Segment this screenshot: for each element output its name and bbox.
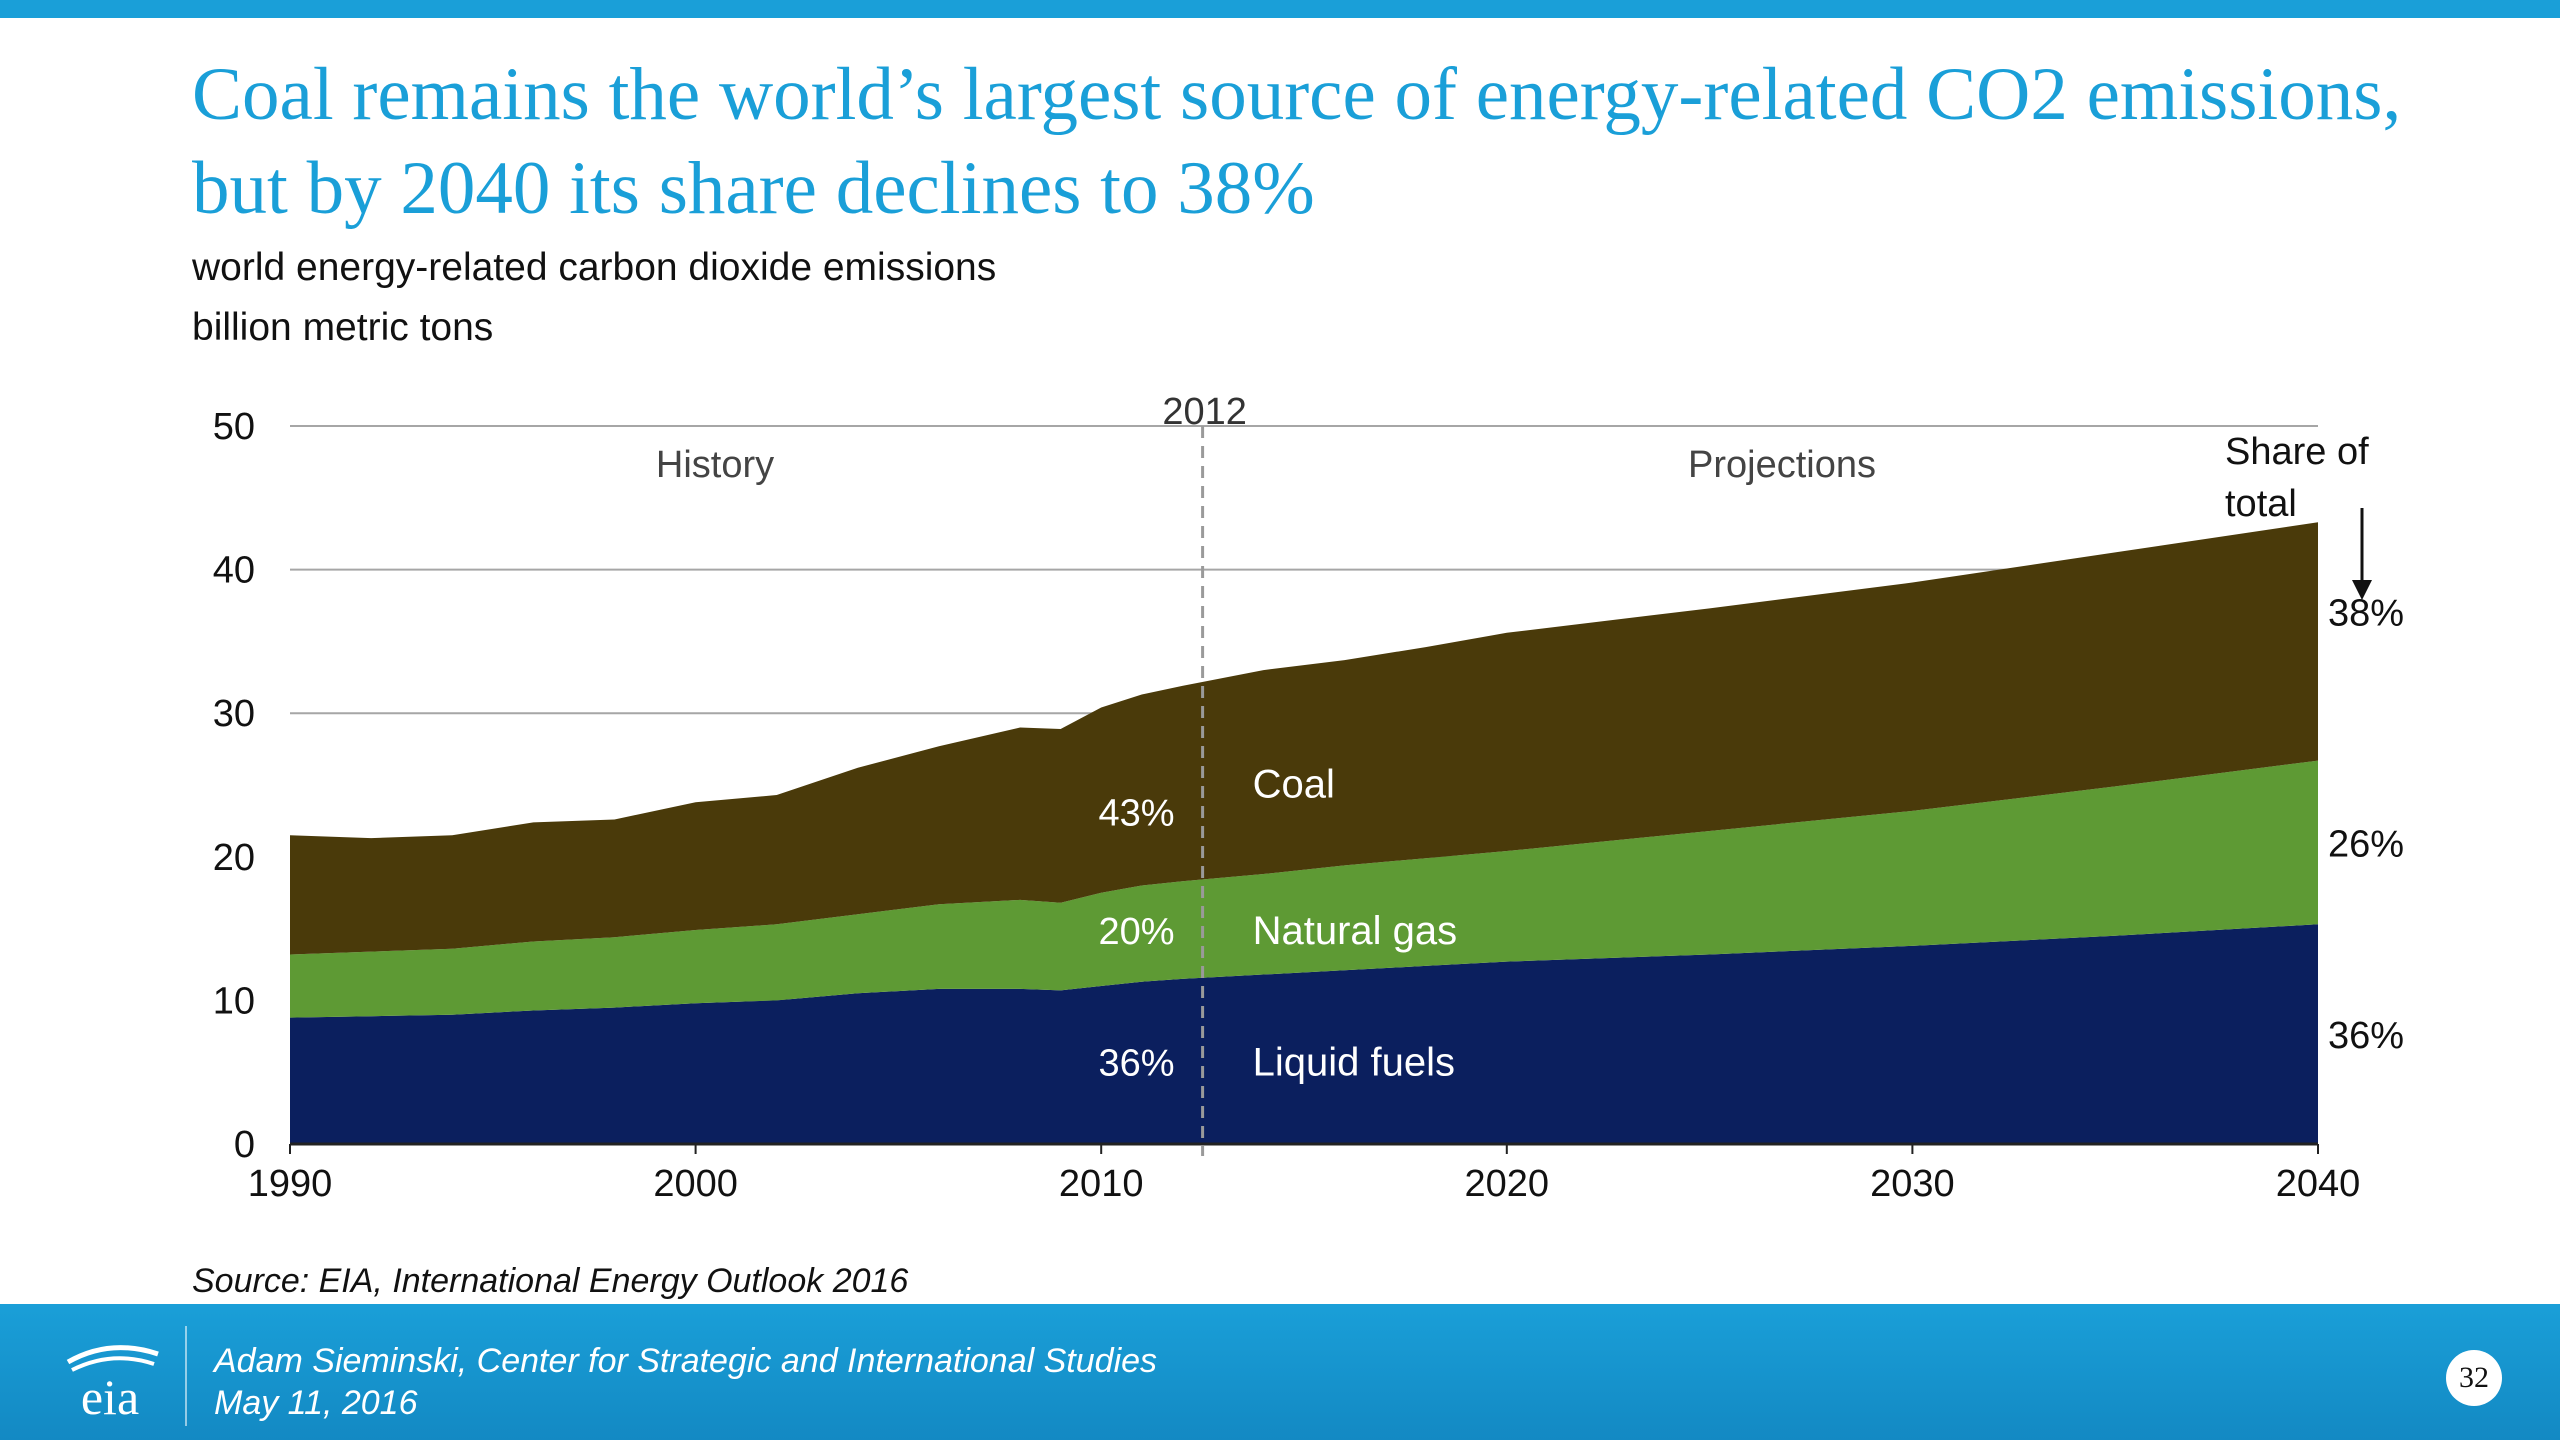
history-label: History — [656, 444, 774, 486]
y-tick-label: 20 — [213, 837, 255, 879]
footer-divider — [185, 1326, 187, 1426]
y-tick-label: 30 — [213, 693, 255, 735]
series-label-natural-gas: Natural gas — [1253, 909, 1458, 953]
eia-logo: eia — [66, 1345, 159, 1424]
x-tick-label: 2040 — [2276, 1163, 2361, 1205]
subtitle-measure: world energy-related carbon dioxide emis… — [192, 246, 997, 289]
y-tick-label: 10 — [213, 980, 255, 1022]
x-tick-label: 2010 — [1059, 1163, 1144, 1205]
subtitle-units: billion metric tons — [192, 306, 494, 349]
footer-bar: eia Adam Sieminski, Center for Strategic… — [0, 1304, 2560, 1440]
share-2012-natural-gas: 20% — [1099, 911, 1175, 953]
series-label-liquid-fuels: Liquid fuels — [1253, 1040, 1455, 1084]
stacked-areas — [290, 522, 2318, 1144]
share-labels: 36% 26% 38% — [2328, 592, 2404, 1057]
top-accent-bar — [0, 0, 2560, 18]
area-coal — [290, 522, 2318, 955]
footer-presenter: Adam Sieminski, Center for Strategic and… — [214, 1342, 1158, 1380]
chart-subtitle: world energy-related carbon dioxide emis… — [192, 238, 996, 358]
share-2012-coal: 43% — [1099, 793, 1175, 835]
y-tick-label: 40 — [213, 550, 255, 592]
projections-label: Projections — [1688, 444, 1876, 486]
down-arrow-icon — [2352, 508, 2372, 600]
share-2040-liquid-fuels: 36% — [2328, 1015, 2404, 1057]
x-tick-label: 2000 — [653, 1163, 738, 1205]
share-of-total-label: Share of total — [2225, 431, 2369, 525]
x-tick-label: 1990 — [248, 1163, 333, 1205]
page-number: 32 — [2446, 1350, 2502, 1406]
divider-year-label: 2012 — [1162, 391, 1247, 433]
x-tick-label: 2020 — [1465, 1163, 1550, 1205]
y-tick-label: 50 — [213, 406, 255, 448]
area-natural-gas — [290, 760, 2318, 1018]
series-labels: Liquid fuels 36% Natural gas 20% Coal 43% — [1099, 763, 1458, 1085]
y-tick-label: 0 — [234, 1124, 255, 1166]
source-note: Source: EIA, International Energy Outloo… — [192, 1262, 909, 1300]
share-2012-liquid-fuels: 36% — [1099, 1042, 1175, 1084]
slide-title: Coal remains the world’s largest source … — [192, 53, 2402, 230]
x-tick-label: 2030 — [1870, 1163, 1955, 1205]
share-label-line2: total — [2225, 483, 2297, 525]
share-2040-natural-gas: 26% — [2328, 823, 2404, 865]
series-label-coal: Coal — [1253, 763, 1335, 807]
area-liquid-fuels — [290, 924, 2318, 1144]
share-label-line1: Share of — [2225, 431, 2369, 473]
share-2040-coal: 38% — [2328, 592, 2404, 634]
logo-text: eia — [81, 1369, 139, 1424]
footer-date: May 11, 2016 — [214, 1384, 418, 1422]
footer-credit: Adam Sieminski, Center for Strategic and… — [214, 1340, 1157, 1424]
